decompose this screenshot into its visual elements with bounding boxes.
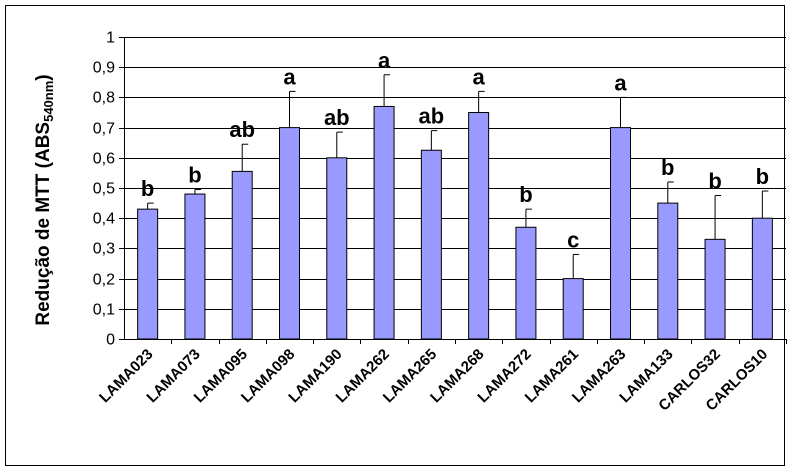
y-axis-label-main: Redução de MTT (ABS — [33, 122, 54, 326]
y-tick-label: 0,4 — [93, 211, 115, 228]
significance-label: c — [567, 227, 579, 252]
bar — [420, 149, 442, 340]
y-tick-label: 0,2 — [93, 272, 115, 289]
error-bars — [147, 74, 769, 279]
bar — [515, 226, 537, 340]
y-tick-labels: 0 0,1 0,2 0,3 0,4 0,5 0,6 0,7 0,8 0,9 1 — [93, 30, 115, 349]
bar — [704, 238, 726, 340]
bar — [657, 202, 679, 340]
y-tick-label: 0,3 — [93, 241, 115, 258]
bar — [373, 105, 395, 340]
significance-label: b — [141, 176, 154, 201]
significance-label: b — [756, 164, 769, 189]
bar — [231, 170, 253, 340]
significance-label: a — [283, 64, 296, 89]
y-tick-label: 0,9 — [93, 60, 115, 77]
y-tick-label: 0,7 — [93, 121, 115, 138]
significance-label: a — [614, 70, 627, 95]
significance-label: b — [519, 182, 532, 207]
bar — [468, 112, 490, 340]
significance-label: ab — [419, 104, 445, 129]
bar — [751, 217, 773, 340]
significance-label: ab — [229, 117, 255, 142]
bar — [326, 157, 348, 340]
significance-label: b — [188, 163, 201, 188]
significance-label: a — [378, 48, 391, 73]
bar — [562, 278, 584, 340]
y-axis-label: Redução de MTT (ABS540nm) — [33, 74, 56, 325]
significance-label: ab — [324, 105, 350, 130]
y-tick-label: 0,6 — [93, 151, 115, 168]
y-axis-label-subscript: 540nm — [41, 81, 56, 122]
significance-label: b — [661, 155, 674, 180]
bar — [137, 208, 159, 340]
bar — [279, 127, 300, 340]
y-axis-label-close: ) — [33, 74, 54, 80]
chart-border — [5, 5, 785, 466]
significance-label: b — [708, 169, 721, 194]
bar — [184, 193, 206, 340]
axes — [119, 37, 787, 344]
y-tick-label: 0,5 — [93, 181, 115, 198]
y-tick-label: 0,8 — [93, 90, 115, 107]
y-tick-label: 1 — [106, 30, 115, 47]
significance-label: a — [473, 64, 486, 89]
y-tick-label: 0,1 — [93, 302, 115, 319]
y-tick-label: 0 — [106, 332, 115, 349]
bar — [610, 127, 631, 340]
